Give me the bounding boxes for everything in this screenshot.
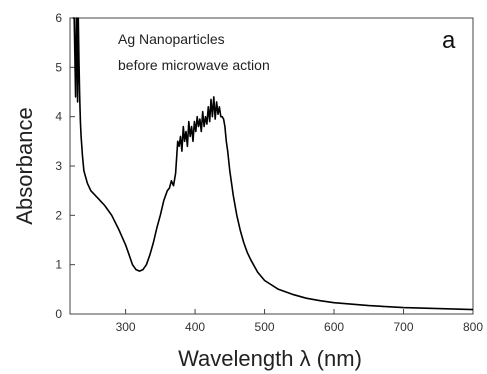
x-tick-label: 300 — [116, 320, 136, 334]
y-axis-label: Absorbance — [12, 107, 37, 224]
y-tick-label: 6 — [55, 11, 62, 25]
y-tick-label: 1 — [55, 258, 62, 272]
y-axis-ticks: 0 1 2 3 4 5 6 — [55, 11, 75, 321]
y-tick-label: 0 — [55, 307, 62, 321]
y-tick-label: 5 — [55, 60, 62, 74]
x-axis-label: Wavelength λ (nm) — [178, 346, 362, 371]
x-tick-label: 600 — [324, 320, 344, 334]
x-tick-label: 500 — [255, 320, 275, 334]
x-tick-label: 800 — [463, 320, 483, 334]
x-tick-label: 700 — [394, 320, 414, 334]
y-tick-label: 4 — [55, 110, 62, 124]
annotation-line-1: Ag Nanoparticles — [118, 31, 225, 47]
y-tick-label: 3 — [55, 159, 62, 173]
annotation-line-2: before microwave action — [118, 57, 270, 73]
absorbance-series-line — [72, 17, 474, 311]
y-tick-label: 2 — [55, 208, 62, 222]
panel-label: a — [442, 27, 456, 54]
x-axis-ticks: 300 400 500 600 700 800 — [116, 309, 483, 334]
x-tick-label: 400 — [185, 320, 205, 334]
